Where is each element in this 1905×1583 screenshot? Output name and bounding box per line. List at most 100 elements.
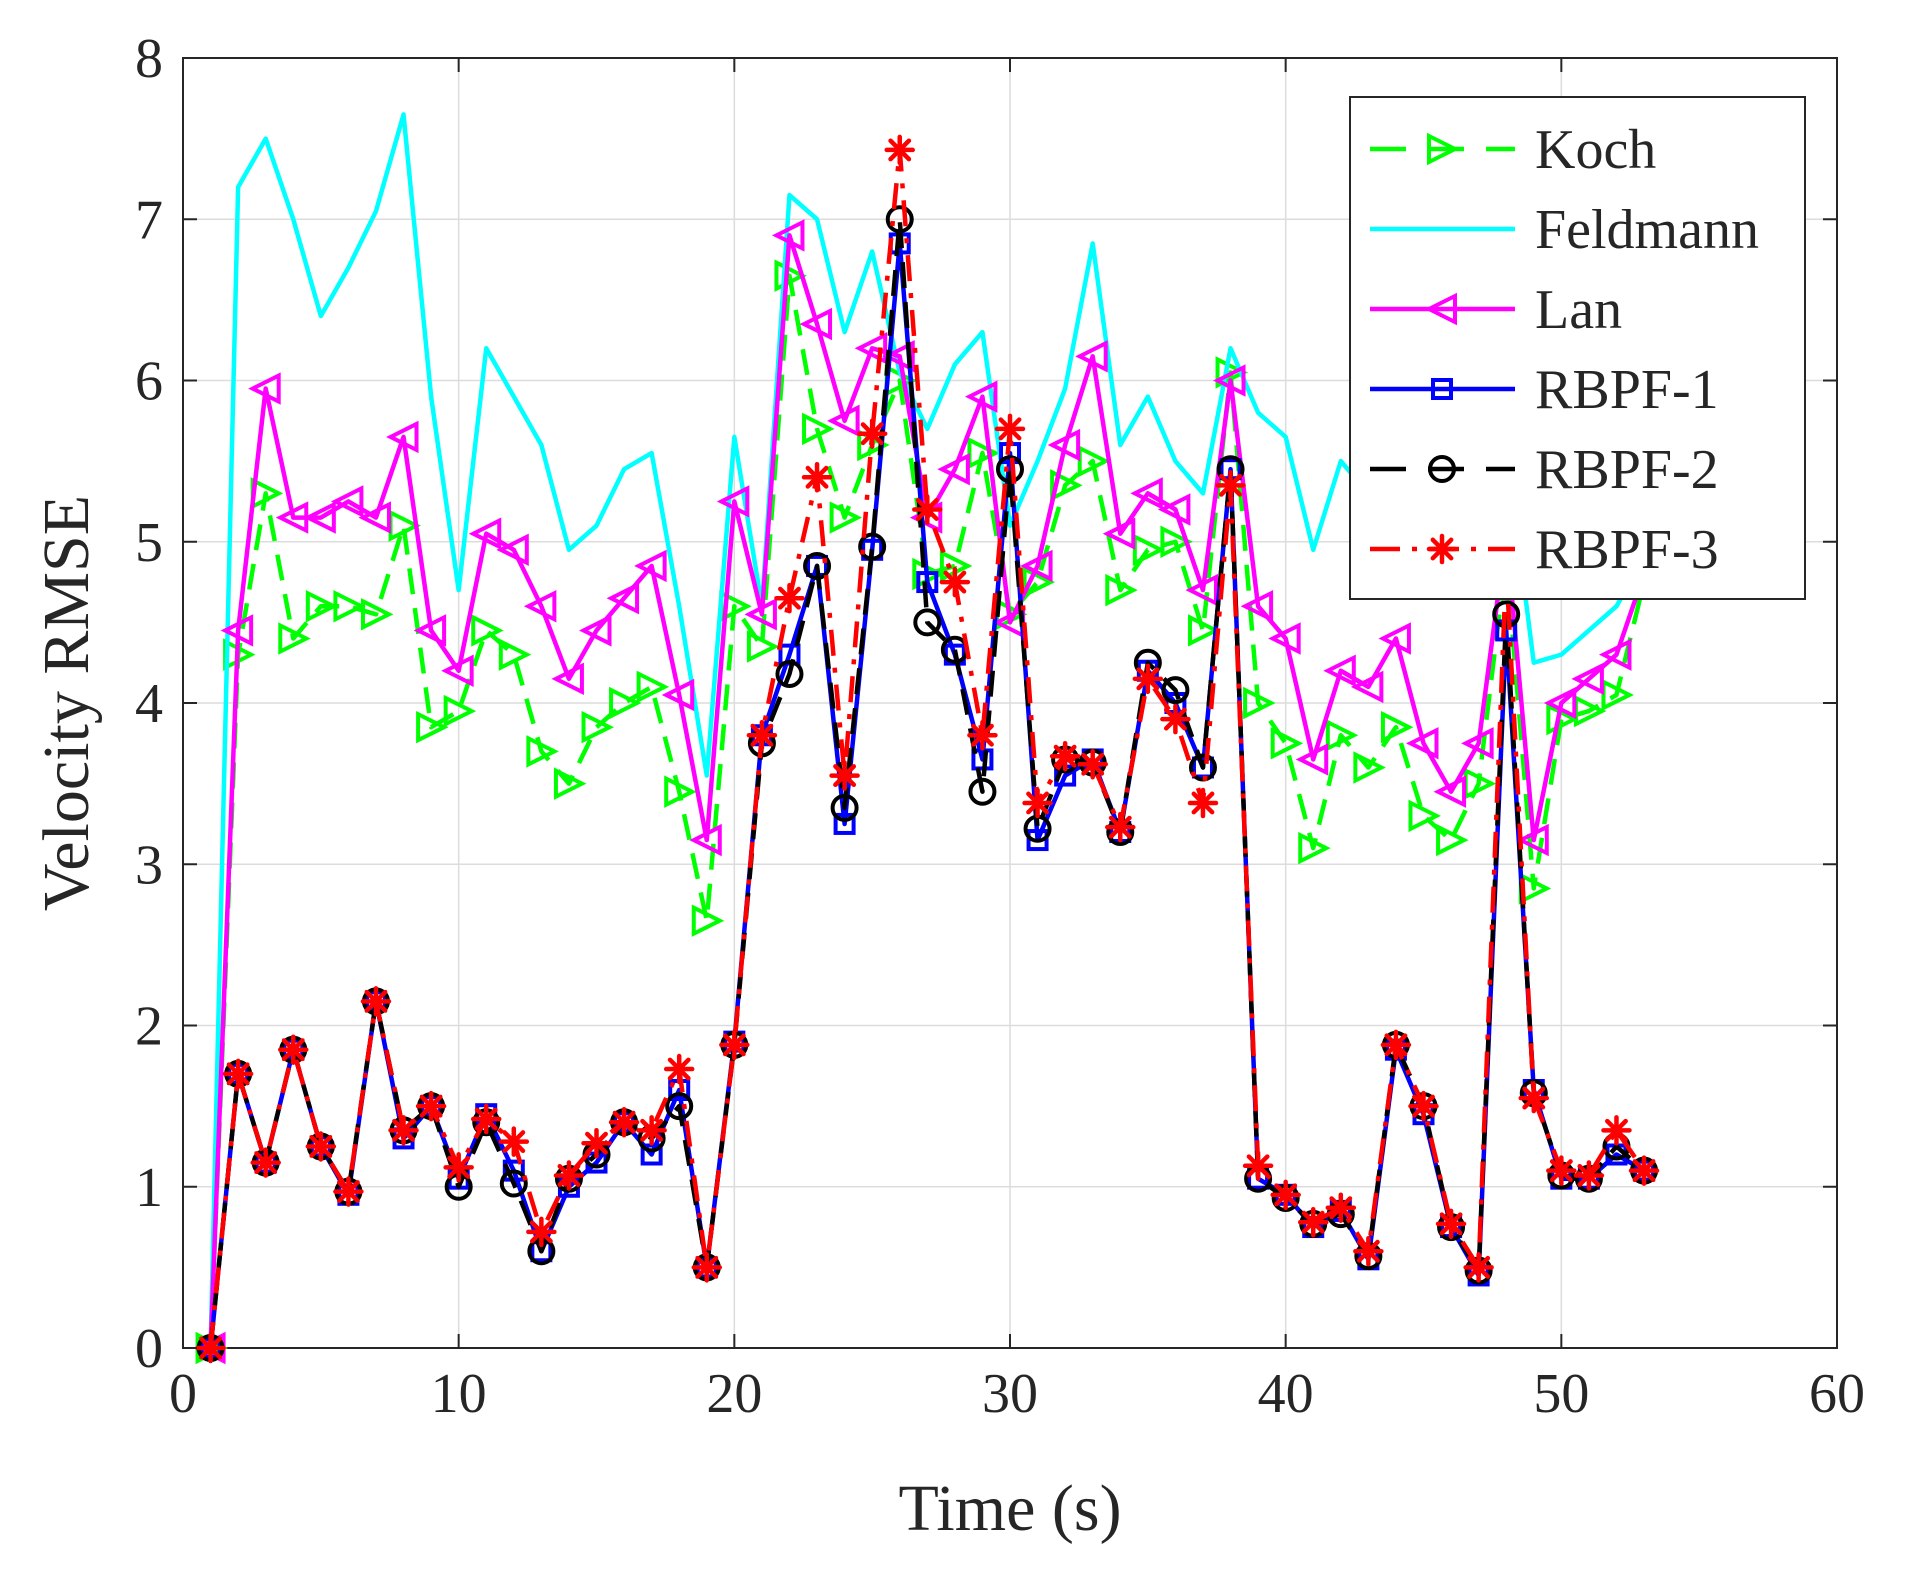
data-point: [994, 413, 1026, 445]
data-point: [496, 533, 529, 567]
data-point: [1408, 799, 1441, 833]
data-point: [1242, 1150, 1274, 1182]
data-point: [1075, 340, 1108, 373]
data-point: [830, 793, 859, 822]
data-point: [912, 494, 943, 525]
legend-marker: [1426, 533, 1458, 565]
data-point: [1461, 727, 1494, 760]
data-point: [799, 307, 833, 341]
data-point: [1077, 444, 1111, 478]
data-point: [608, 1107, 640, 1138]
data-point: [1378, 622, 1411, 655]
y-axis-label: Velocity RMSE: [30, 495, 103, 911]
data-point: [1270, 1179, 1301, 1211]
data-point: [1213, 364, 1246, 397]
data-point: [278, 622, 311, 655]
legend-marker: [1424, 292, 1457, 326]
data-point: [443, 1152, 474, 1183]
data-point: [1102, 517, 1136, 550]
data-point: [1297, 1206, 1329, 1238]
data-point: [1325, 719, 1359, 752]
data-point: [689, 823, 722, 857]
data-point: [968, 777, 997, 806]
legend-item: Koch: [1370, 119, 1656, 181]
data-point: [1433, 775, 1467, 808]
data-point: [333, 1176, 364, 1207]
data-point: [413, 614, 447, 647]
legend-label: Koch: [1535, 119, 1656, 181]
data-point: [416, 710, 449, 744]
data-point: [499, 1169, 528, 1198]
legend-item: RBPF-3: [1370, 519, 1719, 581]
data-point: [1353, 1236, 1384, 1267]
legend-label: RBPF-1: [1535, 359, 1719, 421]
data-point: [305, 1131, 337, 1162]
data-point: [833, 812, 856, 835]
data-point: [470, 1103, 502, 1135]
data-point: [1325, 1192, 1357, 1223]
data-point: [1492, 600, 1521, 629]
data-point: [1270, 727, 1304, 760]
x-tick-label: 0: [169, 1363, 197, 1425]
data-point: [1601, 678, 1634, 712]
data-point: [360, 598, 394, 631]
data-point: [1132, 663, 1164, 695]
legend-item: RBPF-2: [1370, 439, 1719, 501]
data-point: [1380, 1029, 1412, 1061]
legend-item: RBPF-1: [1370, 359, 1719, 421]
y-tick-label: 5: [135, 512, 163, 574]
legend: Koch Feldmann Lan RBPF-1 RBPF-2 RBPF-3: [1349, 96, 1806, 600]
data-point: [523, 590, 557, 623]
data-point: [1323, 654, 1356, 687]
data-point: [443, 694, 477, 728]
y-tick-label: 3: [135, 834, 163, 896]
data-point: [775, 659, 804, 688]
data-point: [1573, 1160, 1605, 1191]
data-point: [606, 581, 640, 615]
data-point: [551, 662, 584, 696]
data-point: [884, 134, 915, 166]
data-point: [468, 517, 502, 550]
y-tick-label: 6: [135, 351, 163, 413]
data-point: [1243, 686, 1276, 720]
data-point: [964, 380, 998, 413]
data-point: [829, 760, 860, 791]
data-point: [579, 614, 612, 647]
data-point: [581, 710, 614, 744]
data-point: [333, 590, 366, 623]
data-point: [1050, 469, 1083, 502]
legend-label: RBPF-2: [1535, 439, 1719, 501]
data-point: [305, 590, 339, 623]
legend-box: [1349, 96, 1806, 600]
data-point: [1463, 1252, 1494, 1283]
data-point: [1130, 477, 1163, 510]
data-point: [858, 532, 887, 561]
data-point: [1022, 787, 1053, 819]
x-tick-label: 60: [1809, 1363, 1865, 1425]
data-point: [358, 501, 391, 534]
data-point: [827, 404, 860, 438]
data-point: [939, 566, 971, 598]
plot-area: [182, 57, 1838, 1365]
data-point: [1350, 670, 1384, 704]
data-point: [1191, 756, 1214, 779]
data-point: [415, 1090, 447, 1122]
data-point: [1185, 573, 1218, 607]
data-point: [386, 420, 419, 454]
axis-ticks: 0 10 20 30 40 50 60 0 1 2 3 4 5 6 7 8: [135, 28, 1865, 1425]
data-point: [498, 1126, 530, 1157]
data-point: [716, 485, 750, 518]
data-point: [360, 986, 392, 1017]
data-point: [498, 638, 532, 671]
x-tick-label: 10: [431, 1363, 487, 1425]
data-point: [553, 767, 587, 800]
data-point: [913, 608, 942, 637]
series-rbpf-3: [195, 134, 1660, 1364]
data-point: [471, 614, 504, 647]
data-point: [330, 485, 364, 518]
data-point: [1077, 749, 1108, 780]
series-layer: [193, 112, 1662, 1365]
data-point: [856, 418, 888, 449]
